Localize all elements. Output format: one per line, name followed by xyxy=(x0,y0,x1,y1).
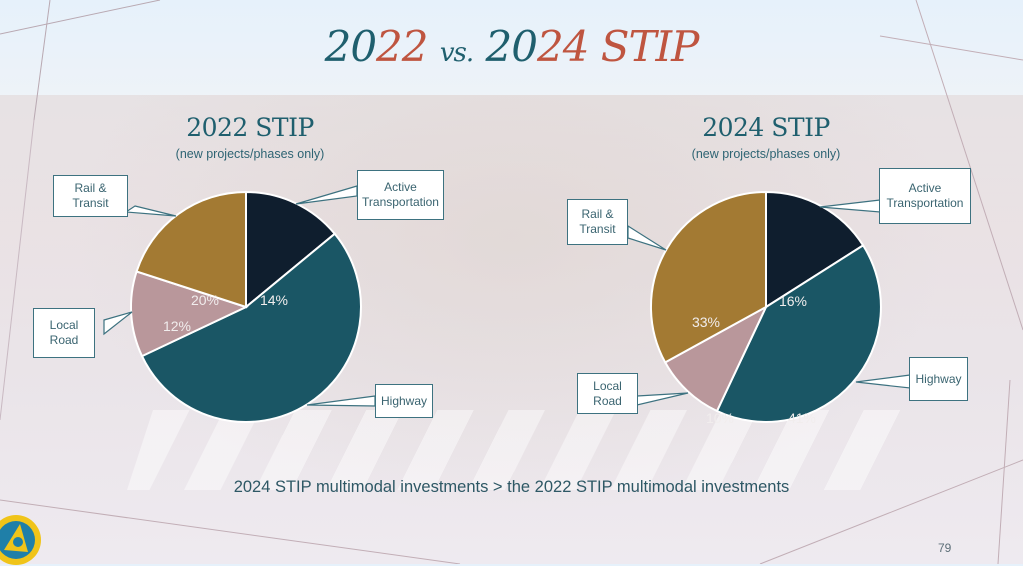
callout-text: Active xyxy=(908,181,942,195)
slice-highway xyxy=(140,232,362,423)
callout-text: Rail & xyxy=(74,181,107,195)
callout-highway-2024: Highway xyxy=(909,357,968,401)
pie-chart-2024: 16% 41% 10% 33% xyxy=(650,190,882,426)
callout-text: Transit xyxy=(579,222,616,236)
title-year1-prefix: 20 xyxy=(324,22,377,71)
title-year2-suffix: 24 STIP xyxy=(536,22,699,71)
title-year2-prefix: 20 xyxy=(485,22,538,71)
california-transportation-commission-seal-icon xyxy=(0,515,41,565)
callout-text: Active xyxy=(384,180,417,194)
title-year1-suffix: 22 xyxy=(376,22,428,71)
callout-local-road-2022: Local Road xyxy=(33,308,95,358)
label-active: 14% xyxy=(260,292,288,308)
callout-local-road-2024: Local Road xyxy=(577,373,638,414)
pie-chart-2022: 14% 54% 12% 20% xyxy=(129,190,362,440)
label-rail: 33% xyxy=(692,314,720,330)
slice-highway xyxy=(715,244,882,423)
page-number: 79 xyxy=(938,541,952,555)
slide-title: 2022 vs. 2024 STIP xyxy=(0,22,1023,71)
chart-2024-subtitle: (new projects/phases only) xyxy=(691,147,841,161)
callout-active-transportation-2024: Active Transportation xyxy=(879,168,971,224)
callout-text: Local xyxy=(593,378,622,393)
callout-text: Road xyxy=(593,393,622,408)
label-rail: 20% xyxy=(191,292,219,308)
callout-text: Local xyxy=(49,318,79,332)
callout-text: Road xyxy=(49,333,79,347)
callout-text: Highway xyxy=(380,393,428,408)
label-highway: 54% xyxy=(260,437,288,440)
slice-local-road xyxy=(129,270,249,358)
callout-highway-2022: Highway xyxy=(375,384,433,418)
callout-text: Transportation xyxy=(886,196,964,210)
label-active: 16% xyxy=(779,293,807,309)
chart-2022-subtitle: (new projects/phases only) xyxy=(175,147,325,161)
chart-2024-title: 2024 STIP xyxy=(702,113,830,142)
callout-active-transportation-2022: Active Transportation xyxy=(357,170,444,220)
label-local: 12% xyxy=(163,318,191,334)
label-highway: 41% xyxy=(788,410,816,426)
callout-rail-transit-2022: Rail & Transit xyxy=(53,175,128,217)
callout-text: Transportation xyxy=(362,195,439,209)
callout-text: Transit xyxy=(72,196,109,210)
slice-local-road xyxy=(663,304,769,413)
callout-text: Highway xyxy=(915,371,962,386)
label-local: 10% xyxy=(706,410,734,426)
slice-rail-transit xyxy=(135,190,247,309)
title-vs: vs. xyxy=(439,38,474,68)
callout-rail-transit-2024: Rail & Transit xyxy=(567,199,628,245)
chart-2022-title: 2022 STIP xyxy=(186,113,314,142)
footer-summary: 2024 STIP multimodal investments > the 2… xyxy=(233,478,790,496)
callout-text: Rail & xyxy=(581,207,614,221)
slice-rail-transit xyxy=(650,190,767,364)
slice-active-transportation xyxy=(245,190,337,310)
